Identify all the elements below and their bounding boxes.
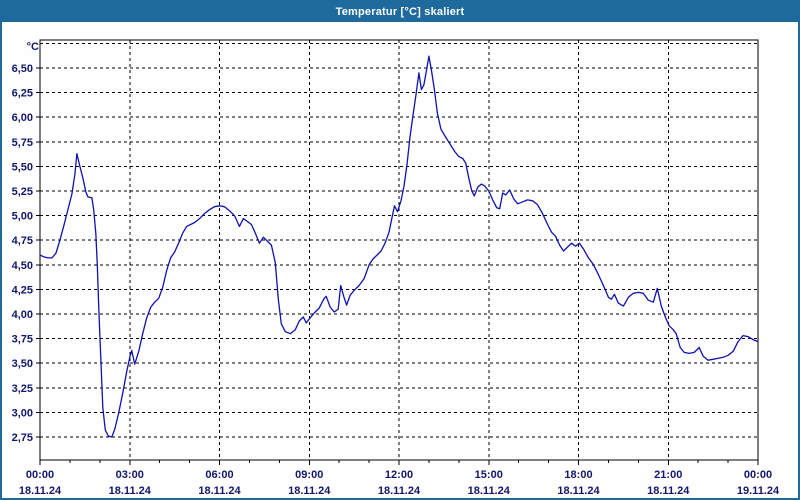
y-tick-label: 5,50	[12, 161, 33, 173]
y-tick-label: 4,00	[12, 309, 33, 321]
x-tick-time-label: 18:00	[564, 469, 592, 481]
y-tick-label: 4,25	[12, 284, 33, 296]
y-tick-label: 3,25	[12, 383, 33, 395]
x-tick-time-label: 09:00	[295, 469, 323, 481]
x-tick-time-label: 21:00	[654, 469, 682, 481]
x-tick-time-label: 15:00	[475, 469, 503, 481]
x-tick-date-label: 18.11.24	[378, 485, 421, 497]
x-tick-date-label: 19.11.24	[737, 485, 780, 497]
x-tick-time-label: 00:00	[744, 469, 772, 481]
x-tick-time-label: 12:00	[385, 469, 413, 481]
x-tick-date-label: 18.11.24	[288, 485, 331, 497]
chart-container: 6,50 6,25 6,00 5,75 5,50 5,25 5,00 4,75 4,50 4,25…	[2, 22, 798, 498]
y-tick-label: 6,00	[12, 112, 33, 124]
x-tick-date-label: 18.11.24	[557, 485, 600, 497]
x-tick-date-label: 18.11.24	[647, 485, 690, 497]
x-tick-date-label: 18.11.24	[468, 485, 511, 497]
window-titlebar[interactable]: Temperatur [°C] skaliert	[2, 2, 798, 22]
y-tick-label: 2,75	[12, 432, 33, 444]
y-tick-label: 6,50	[12, 63, 33, 75]
temperature-line	[39, 55, 759, 438]
x-tick-time-label: 03:00	[116, 469, 144, 481]
y-tick-label: 5,75	[12, 137, 33, 149]
y-tick-label: 3,50	[12, 358, 33, 370]
x-tick-time-label: 00:00	[26, 469, 54, 481]
x-tick-date-label: 18.11.24	[198, 485, 241, 497]
x-tick-time-label: 06:00	[205, 469, 233, 481]
x-tick-date-label: 18.11.24	[109, 485, 152, 497]
temperature-chart: 6,50 6,25 6,00 5,75 5,50 5,25 5,00 4,75 4,50 4,25…	[12, 39, 780, 497]
y-axis-unit-label: °C	[27, 41, 39, 53]
y-tick-label: 5,00	[12, 211, 33, 223]
y-tick-label: 4,75	[12, 235, 33, 247]
window-title: Temperatur [°C] skaliert	[335, 6, 465, 18]
y-tick-label: 6,25	[12, 88, 33, 100]
y-tick-label: 3,00	[12, 407, 33, 419]
x-tick-date-label: 18.11.24	[19, 485, 62, 497]
y-tick-label: 5,25	[12, 186, 33, 198]
y-tick-label: 4,50	[12, 260, 33, 272]
y-tick-label: 3,75	[12, 334, 33, 346]
